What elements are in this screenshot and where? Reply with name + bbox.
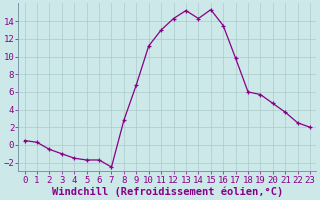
X-axis label: Windchill (Refroidissement éolien,°C): Windchill (Refroidissement éolien,°C) — [52, 186, 283, 197]
